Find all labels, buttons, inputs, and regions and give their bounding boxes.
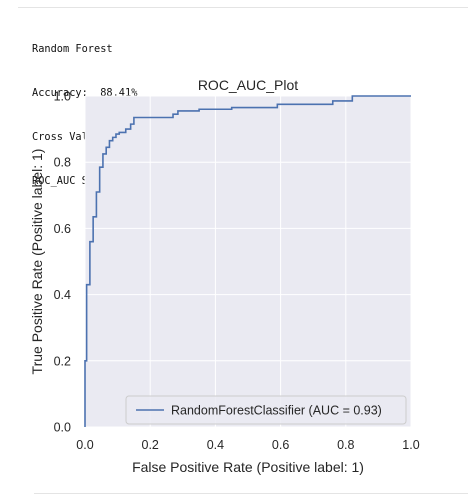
plot-area: [85, 96, 411, 427]
tick-labels: 0.0 0.2 0.4 0.6 0.8 1.0 0.0 0.2 0.4 0.6 0.8 1.0: [54, 90, 420, 453]
cell-top-border: [18, 7, 468, 8]
legend: RandomForestClassifier (AUC = 0.93): [125, 395, 407, 425]
legend-box: [125, 395, 407, 425]
roc-curve-line: [84, 95, 411, 427]
y-tick-label: 0.0: [54, 421, 71, 435]
y-tick-label: 0.4: [54, 288, 71, 302]
x-axis-label: False Positive Rate (Positive label: 1): [132, 459, 364, 475]
y-axis-label: True Positive Rate (Positive label: 1): [29, 149, 45, 375]
y-tick-label: 0.2: [54, 354, 71, 368]
x-tick-label: 1.0: [402, 438, 419, 452]
x-tick-label: 0.6: [272, 438, 289, 452]
legend-label: RandomForestClassifier (AUC = 0.93): [171, 404, 382, 418]
x-tick-label: 0.0: [76, 438, 93, 452]
x-tick-label: 0.4: [207, 438, 224, 452]
series-layer: [84, 95, 411, 427]
x-tick-label: 0.2: [142, 438, 159, 452]
y-tick-label: 0.8: [54, 156, 71, 170]
chart-title: ROC_AUC_Plot: [198, 77, 298, 93]
output-line-model-name: Random Forest: [32, 43, 113, 56]
x-tick-label: 0.8: [337, 438, 354, 452]
y-tick-label: 1.0: [54, 90, 71, 104]
y-tick-label: 0.6: [54, 222, 71, 236]
cell-bottom-border: [34, 493, 468, 494]
